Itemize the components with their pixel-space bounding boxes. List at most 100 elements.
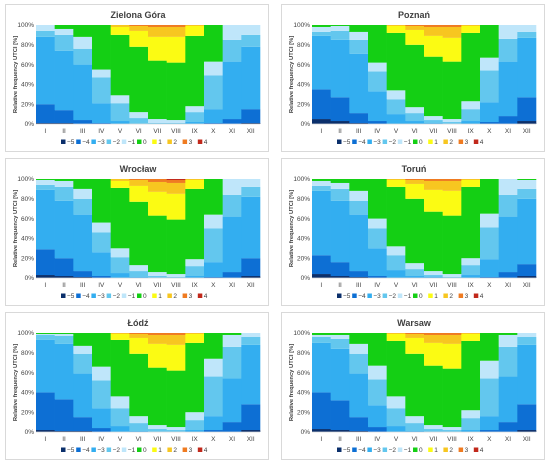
bar-segment-IX-utci-0 xyxy=(185,342,205,413)
bar-segment-III-utci--1 xyxy=(73,36,93,49)
bar-segment-XII-utci--3 xyxy=(241,196,261,259)
bar-segment-XII-utci--1 xyxy=(241,25,261,35)
bar-segment-VIII-utci-3 xyxy=(442,25,462,27)
bar-segment-VII-utci-1 xyxy=(424,342,443,366)
legend-label: 1 xyxy=(158,447,162,454)
legend-label: −1 xyxy=(404,139,412,146)
x-tick-label: V xyxy=(118,282,123,289)
legend-label: 2 xyxy=(449,293,453,300)
x-tick-label: IV xyxy=(374,436,381,443)
legend-swatch--5 xyxy=(337,293,342,298)
bar-segment-XII-utci--1 xyxy=(241,333,261,337)
bar-segment-VIII-utci--1 xyxy=(442,427,462,431)
bar-segment-V-utci--2 xyxy=(386,408,406,427)
bar-segment-VIII-utci--1 xyxy=(166,427,186,431)
y-tick-label: 100% xyxy=(293,22,310,29)
bar-segment-XII-utci--3 xyxy=(517,37,537,98)
legend-label: −5 xyxy=(343,447,351,454)
x-tick-label: XII xyxy=(523,282,531,289)
bar-segment-III-utci--4 xyxy=(73,271,93,278)
bar-segment-VI-utci--2 xyxy=(129,118,149,124)
x-tick-label: I xyxy=(44,436,46,443)
bar-segment-XI-utci--1 xyxy=(222,25,242,40)
legend-label: −5 xyxy=(67,447,75,454)
legend-label: −1 xyxy=(404,293,412,300)
bar-segment-VIII-utci-2 xyxy=(442,334,462,344)
bar-segment-VIII-utci-2 xyxy=(166,334,186,345)
bar-segment-XII-utci--1 xyxy=(517,25,537,32)
bar-segment-XII-utci--1 xyxy=(517,179,537,189)
bar-segment-VII-utci--1 xyxy=(424,271,443,276)
bar-segment-II-utci-0 xyxy=(330,25,350,26)
bar-segment-I-utci--4 xyxy=(312,255,331,275)
legend-swatch--4 xyxy=(76,447,81,452)
bar-segment-IX-utci-1 xyxy=(461,25,481,33)
bar-segment-I-utci--3 xyxy=(36,36,55,105)
bar-segment-IV-utci--2 xyxy=(92,232,111,253)
legend-label: −2 xyxy=(113,293,121,300)
bar-segment-VI-utci-0 xyxy=(405,353,425,417)
x-tick-label: III xyxy=(356,128,362,135)
bar-segment-I-utci--2 xyxy=(312,185,331,191)
bar-segment-I-utci--1 xyxy=(312,334,331,337)
bar-segment-IX-utci-0 xyxy=(185,35,205,107)
bar-segment-III-utci-0 xyxy=(73,179,93,189)
bar-segment-VII-utci-0 xyxy=(424,56,443,117)
bar-segment-VII-utci--2 xyxy=(424,275,443,278)
legend-label: 4 xyxy=(204,447,208,454)
legend-swatch-4 xyxy=(197,293,203,298)
bar-segment-III-utci-0 xyxy=(349,333,369,344)
x-tick-label: XI xyxy=(229,128,235,135)
x-tick-label: II xyxy=(62,436,66,443)
bar-segment-XI-utci-0 xyxy=(498,333,518,335)
bar-segment-II-utci--4 xyxy=(330,262,350,277)
bar-segment-X-utci--2 xyxy=(204,376,223,417)
x-tick-label: XI xyxy=(229,436,235,443)
x-tick-label: III xyxy=(80,436,86,443)
legend-label: −4 xyxy=(358,293,366,300)
bar-segment-III-utci--4 xyxy=(349,271,369,278)
bar-segment-V-utci-0 xyxy=(386,32,406,91)
bar-segment-V-utci-0 xyxy=(110,187,130,249)
bar-segment-X-utci--4 xyxy=(204,430,223,432)
bar-segment-XI-utci--2 xyxy=(222,346,242,379)
bar-segment-XI-utci--1 xyxy=(498,334,518,347)
legend-swatch-1 xyxy=(428,139,433,144)
bar-segment-IX-utci--1 xyxy=(185,106,205,113)
bar-segment-V-utci-1 xyxy=(386,179,406,187)
bar-segment-II-utci--4 xyxy=(330,97,350,122)
bar-segment-V-utci--2 xyxy=(110,103,130,122)
bar-segment-VII-utci-3 xyxy=(148,333,167,335)
x-tick-label: V xyxy=(394,282,399,289)
legend-swatch-3 xyxy=(458,447,464,452)
bar-segment-IX-utci-1 xyxy=(461,333,481,341)
bar-segment-IV-utci--3 xyxy=(92,408,111,429)
x-tick-label: II xyxy=(338,128,342,135)
bar-segment-IX-utci-2 xyxy=(461,179,481,180)
bar-segment-X-utci--2 xyxy=(480,70,499,103)
bar-segment-III-utci--4 xyxy=(73,417,93,432)
x-tick-label: VII xyxy=(429,282,437,289)
legend-label: −3 xyxy=(97,139,105,146)
bar-segment-VIII-utci-2 xyxy=(166,26,186,37)
bar-segment-VIII-utci--1 xyxy=(166,120,186,124)
bar-segment-VI-utci-1 xyxy=(405,29,425,45)
bar-segment-V-utci--3 xyxy=(110,273,130,278)
bar-segment-XII-utci--4 xyxy=(241,404,261,431)
legend-swatch-4 xyxy=(473,139,479,144)
legend-label: −5 xyxy=(67,293,75,300)
bar-segment-XI-utci--4 xyxy=(222,422,242,432)
y-tick-label: 80% xyxy=(297,42,310,49)
chart-svg-torun: Toruń Relative frequency UTCI [%] 0% 20% 40%… xyxy=(289,164,537,300)
y-tick-label: 0% xyxy=(301,429,311,436)
bar-segment-VIII-utci-2 xyxy=(166,182,186,194)
bar-segment-VI-utci-0 xyxy=(405,44,425,108)
legend-label: 2 xyxy=(449,139,453,146)
bar-segment-IV-utci--3 xyxy=(92,252,111,277)
bar-segment-IX-utci-0 xyxy=(185,188,205,260)
x-tick-label: X xyxy=(487,128,492,135)
bar-segment-IV-utci--1 xyxy=(92,69,111,78)
bar-segment-XI-utci--4 xyxy=(498,422,518,432)
bar-segment-XII-utci--2 xyxy=(517,336,537,345)
bar-segment-X-utci--2 xyxy=(204,75,223,110)
